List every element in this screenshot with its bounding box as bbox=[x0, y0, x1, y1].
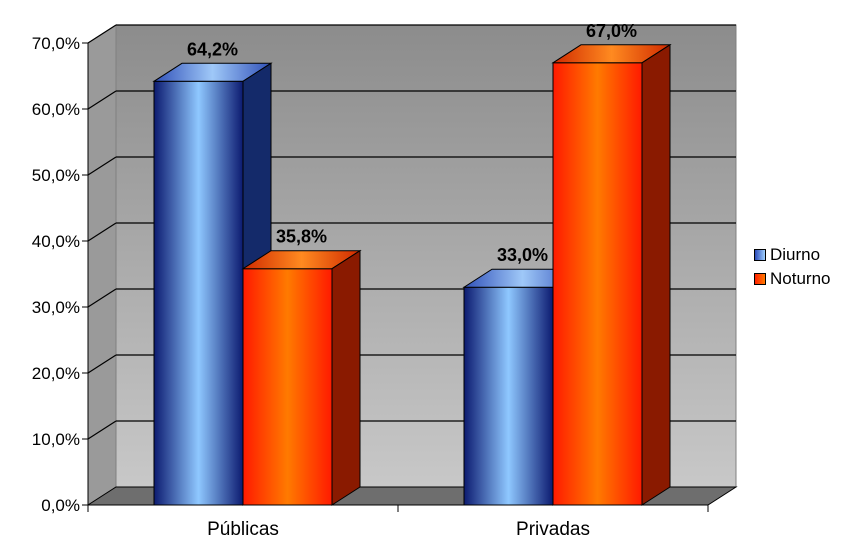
gridline-side bbox=[87, 420, 117, 440]
bar-front bbox=[242, 268, 333, 506]
data-labels: 64,2% 35,8% 33,0% 67,0% bbox=[187, 21, 637, 265]
bar-side bbox=[641, 43, 671, 506]
legend-label-noturno: Noturno bbox=[770, 269, 831, 288]
legend: Diurno Noturno bbox=[754, 243, 856, 291]
bar-front bbox=[463, 286, 554, 506]
data-label: 35,8% bbox=[276, 227, 327, 247]
x-tick-label: Públicas bbox=[207, 519, 279, 540]
y-tick-label: 50,0% bbox=[32, 166, 80, 185]
bar-side bbox=[331, 249, 361, 506]
data-label: 64,2% bbox=[187, 39, 238, 59]
gridline-side bbox=[87, 354, 117, 374]
gridline-side bbox=[87, 288, 117, 308]
y-tick-label: 20,0% bbox=[32, 364, 80, 383]
bar-noturno-0 bbox=[241, 249, 362, 506]
bar-front bbox=[552, 62, 643, 506]
data-label: 33,0% bbox=[497, 245, 548, 265]
y-tick-label: 0,0% bbox=[41, 496, 80, 515]
gridline-side bbox=[87, 90, 117, 110]
side-wall bbox=[87, 24, 117, 506]
gridline-side bbox=[87, 24, 117, 44]
x-tick-label: Privadas bbox=[516, 519, 590, 540]
legend-swatch-diurno bbox=[754, 249, 766, 261]
bar-front bbox=[153, 80, 244, 506]
legend-swatch-noturno bbox=[754, 273, 766, 285]
y-tick-label: 70,0% bbox=[32, 34, 80, 53]
y-tick-label: 30,0% bbox=[32, 298, 80, 317]
bar-noturno-1 bbox=[551, 43, 672, 506]
gridline-side bbox=[87, 156, 117, 176]
gridline-side bbox=[87, 222, 117, 242]
bars bbox=[152, 43, 672, 506]
data-label: 67,0% bbox=[586, 21, 637, 41]
y-tick-label: 10,0% bbox=[32, 430, 80, 449]
legend-label-diurno: Diurno bbox=[770, 245, 821, 264]
legend-item-diurno: Diurno bbox=[754, 243, 856, 267]
y-tick-label: 60,0% bbox=[32, 100, 80, 119]
legend-item-noturno: Noturno bbox=[754, 267, 856, 291]
y-tick-label: 40,0% bbox=[32, 232, 80, 251]
